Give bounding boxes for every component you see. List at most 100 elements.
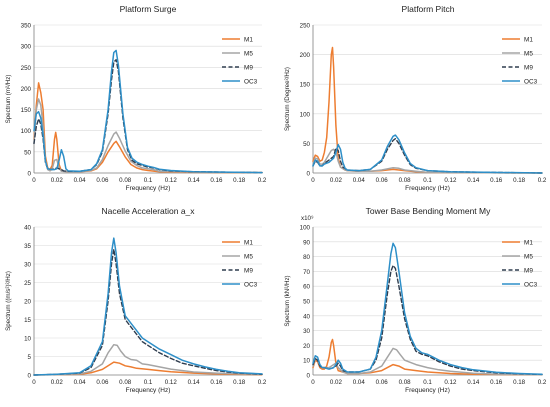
x-axis-label: Frequency (Hz): [405, 387, 450, 394]
y-tick-label: 5: [28, 354, 32, 361]
legend-label: M9: [244, 64, 253, 71]
series-line-m5: [312, 148, 543, 174]
y-tick-label: 0: [307, 373, 311, 380]
chart-panel-2: Platform Pitch 0 50 100 150 200 250 0 0.02 0.04 0.…: [284, 4, 547, 192]
legend: M1 M5 M9 OC3: [502, 36, 538, 85]
legend: M1 M5 M9 OC3: [222, 239, 258, 288]
legend-label: M5: [524, 50, 533, 57]
y-tick-label: 150: [21, 107, 32, 114]
series-line-m1: [312, 338, 543, 376]
y-tick-label: 60: [303, 284, 310, 291]
y-tick-label: 10: [303, 358, 310, 365]
y-tick-label: 50: [303, 299, 310, 306]
legend-label: M9: [524, 64, 533, 71]
x-tick-label: 0.1: [144, 379, 153, 386]
series-line-oc3: [312, 242, 543, 376]
legend-label: M1: [524, 36, 533, 43]
chart-title: Tower Base Bending Moment My: [366, 206, 491, 216]
x-tick-label: 0.2: [538, 379, 547, 386]
y-tick-label: 150: [300, 82, 311, 89]
y-tick-label: 20: [303, 343, 310, 350]
x-tick-label: 0.02: [51, 379, 64, 386]
y-tick-label: 40: [24, 225, 31, 232]
y-tick-label: 100: [300, 111, 311, 118]
x-tick-label: 0.08: [399, 379, 412, 386]
y-tick-label: 15: [24, 317, 31, 324]
y-tick-label: 10: [24, 336, 31, 343]
x-tick-label: 0.18: [233, 177, 246, 184]
x-axis-label: Frequency (Hz): [405, 185, 450, 192]
x-tick-label: 0.1: [144, 177, 153, 184]
y-axis-label: Spectrum (m²/Hz): [5, 75, 12, 124]
y-tick-label: 25: [24, 280, 31, 287]
y-tick-label: 40: [303, 313, 310, 320]
x-tick-label: 0: [32, 379, 36, 386]
x-tick-label: 0.08: [119, 379, 132, 386]
y-tick-label: 100: [300, 225, 311, 232]
x-tick-label: 0.12: [165, 379, 178, 386]
x-tick-label: 0.16: [210, 379, 223, 386]
y-tick-label: 0: [307, 171, 311, 178]
x-axis-label: Frequency (Hz): [126, 185, 171, 192]
legend-label: M1: [244, 239, 253, 246]
legend-label: M5: [244, 253, 253, 260]
series-line-oc3: [33, 237, 263, 376]
axis-multiplier: x10⁹: [301, 215, 314, 222]
x-tick-label: 0.1: [423, 379, 432, 386]
x-tick-label: 0: [32, 177, 36, 184]
x-tick-label: 0.06: [96, 177, 109, 184]
y-tick-label: 30: [303, 328, 310, 335]
series-line-m5: [33, 98, 263, 174]
x-tick-label: 0.08: [399, 177, 412, 184]
x-tick-label: 0: [311, 177, 315, 184]
legend-label: OC3: [524, 281, 538, 288]
y-tick-label: 20: [24, 299, 31, 306]
x-tick-label: 0.12: [444, 177, 457, 184]
legend-label: M5: [244, 50, 253, 57]
y-tick-label: 200: [21, 86, 32, 93]
chart-panel-4: Tower Base Bending Moment My 0 10 20 30 40 50 6…: [284, 206, 547, 394]
chart-title: Nacelle Acceleration a_x: [101, 206, 195, 216]
y-tick-label: 250: [300, 23, 311, 30]
y-tick-label: 250: [21, 65, 32, 72]
x-tick-label: 0.08: [119, 177, 132, 184]
x-tick-label: 0.16: [490, 379, 503, 386]
x-tick-label: 0.04: [353, 177, 366, 184]
legend: M1 M5 M9 OC3: [222, 36, 258, 85]
legend-label: M9: [244, 267, 253, 274]
series-line-m1: [33, 82, 263, 174]
y-tick-label: 90: [303, 239, 310, 246]
legend-label: OC3: [524, 78, 538, 85]
series-line-m9: [312, 264, 543, 376]
x-tick-label: 0.14: [188, 177, 201, 184]
chart-panel-1: Platform Surge 0 50 100 150 200 250 300 350 0 0.02…: [5, 4, 267, 192]
series-line-m1: [312, 46, 543, 174]
x-tick-label: 0.2: [538, 177, 547, 184]
x-tick-label: 0.16: [490, 177, 503, 184]
x-tick-label: 0.02: [51, 177, 64, 184]
y-tick-label: 0: [28, 171, 32, 178]
legend: M1 M5 M9 OC3: [502, 239, 538, 288]
series-line-m5: [33, 343, 263, 376]
x-tick-label: 0.14: [467, 379, 480, 386]
y-axis-label: Spectrum (Degree²/Hz): [284, 67, 291, 131]
series-line-oc3: [33, 49, 263, 174]
x-tick-label: 0.04: [74, 177, 87, 184]
series-line-m9: [312, 138, 543, 174]
series-line-m9: [33, 59, 263, 174]
chart-title: Platform Surge: [120, 4, 177, 14]
y-tick-label: 350: [21, 23, 32, 30]
x-tick-label: 0.02: [330, 379, 343, 386]
y-tick-label: 100: [21, 128, 32, 135]
y-tick-label: 80: [303, 254, 310, 261]
x-tick-label: 0.2: [258, 379, 267, 386]
y-tick-label: 50: [24, 149, 31, 156]
legend-label: M9: [524, 267, 533, 274]
series-line-m9: [33, 248, 263, 376]
x-tick-label: 0: [311, 379, 315, 386]
series-line-m5: [312, 347, 543, 376]
x-axis-label: Frequency (Hz): [126, 387, 171, 394]
chart-title: Platform Pitch: [402, 4, 455, 14]
x-tick-label: 0.12: [444, 379, 457, 386]
